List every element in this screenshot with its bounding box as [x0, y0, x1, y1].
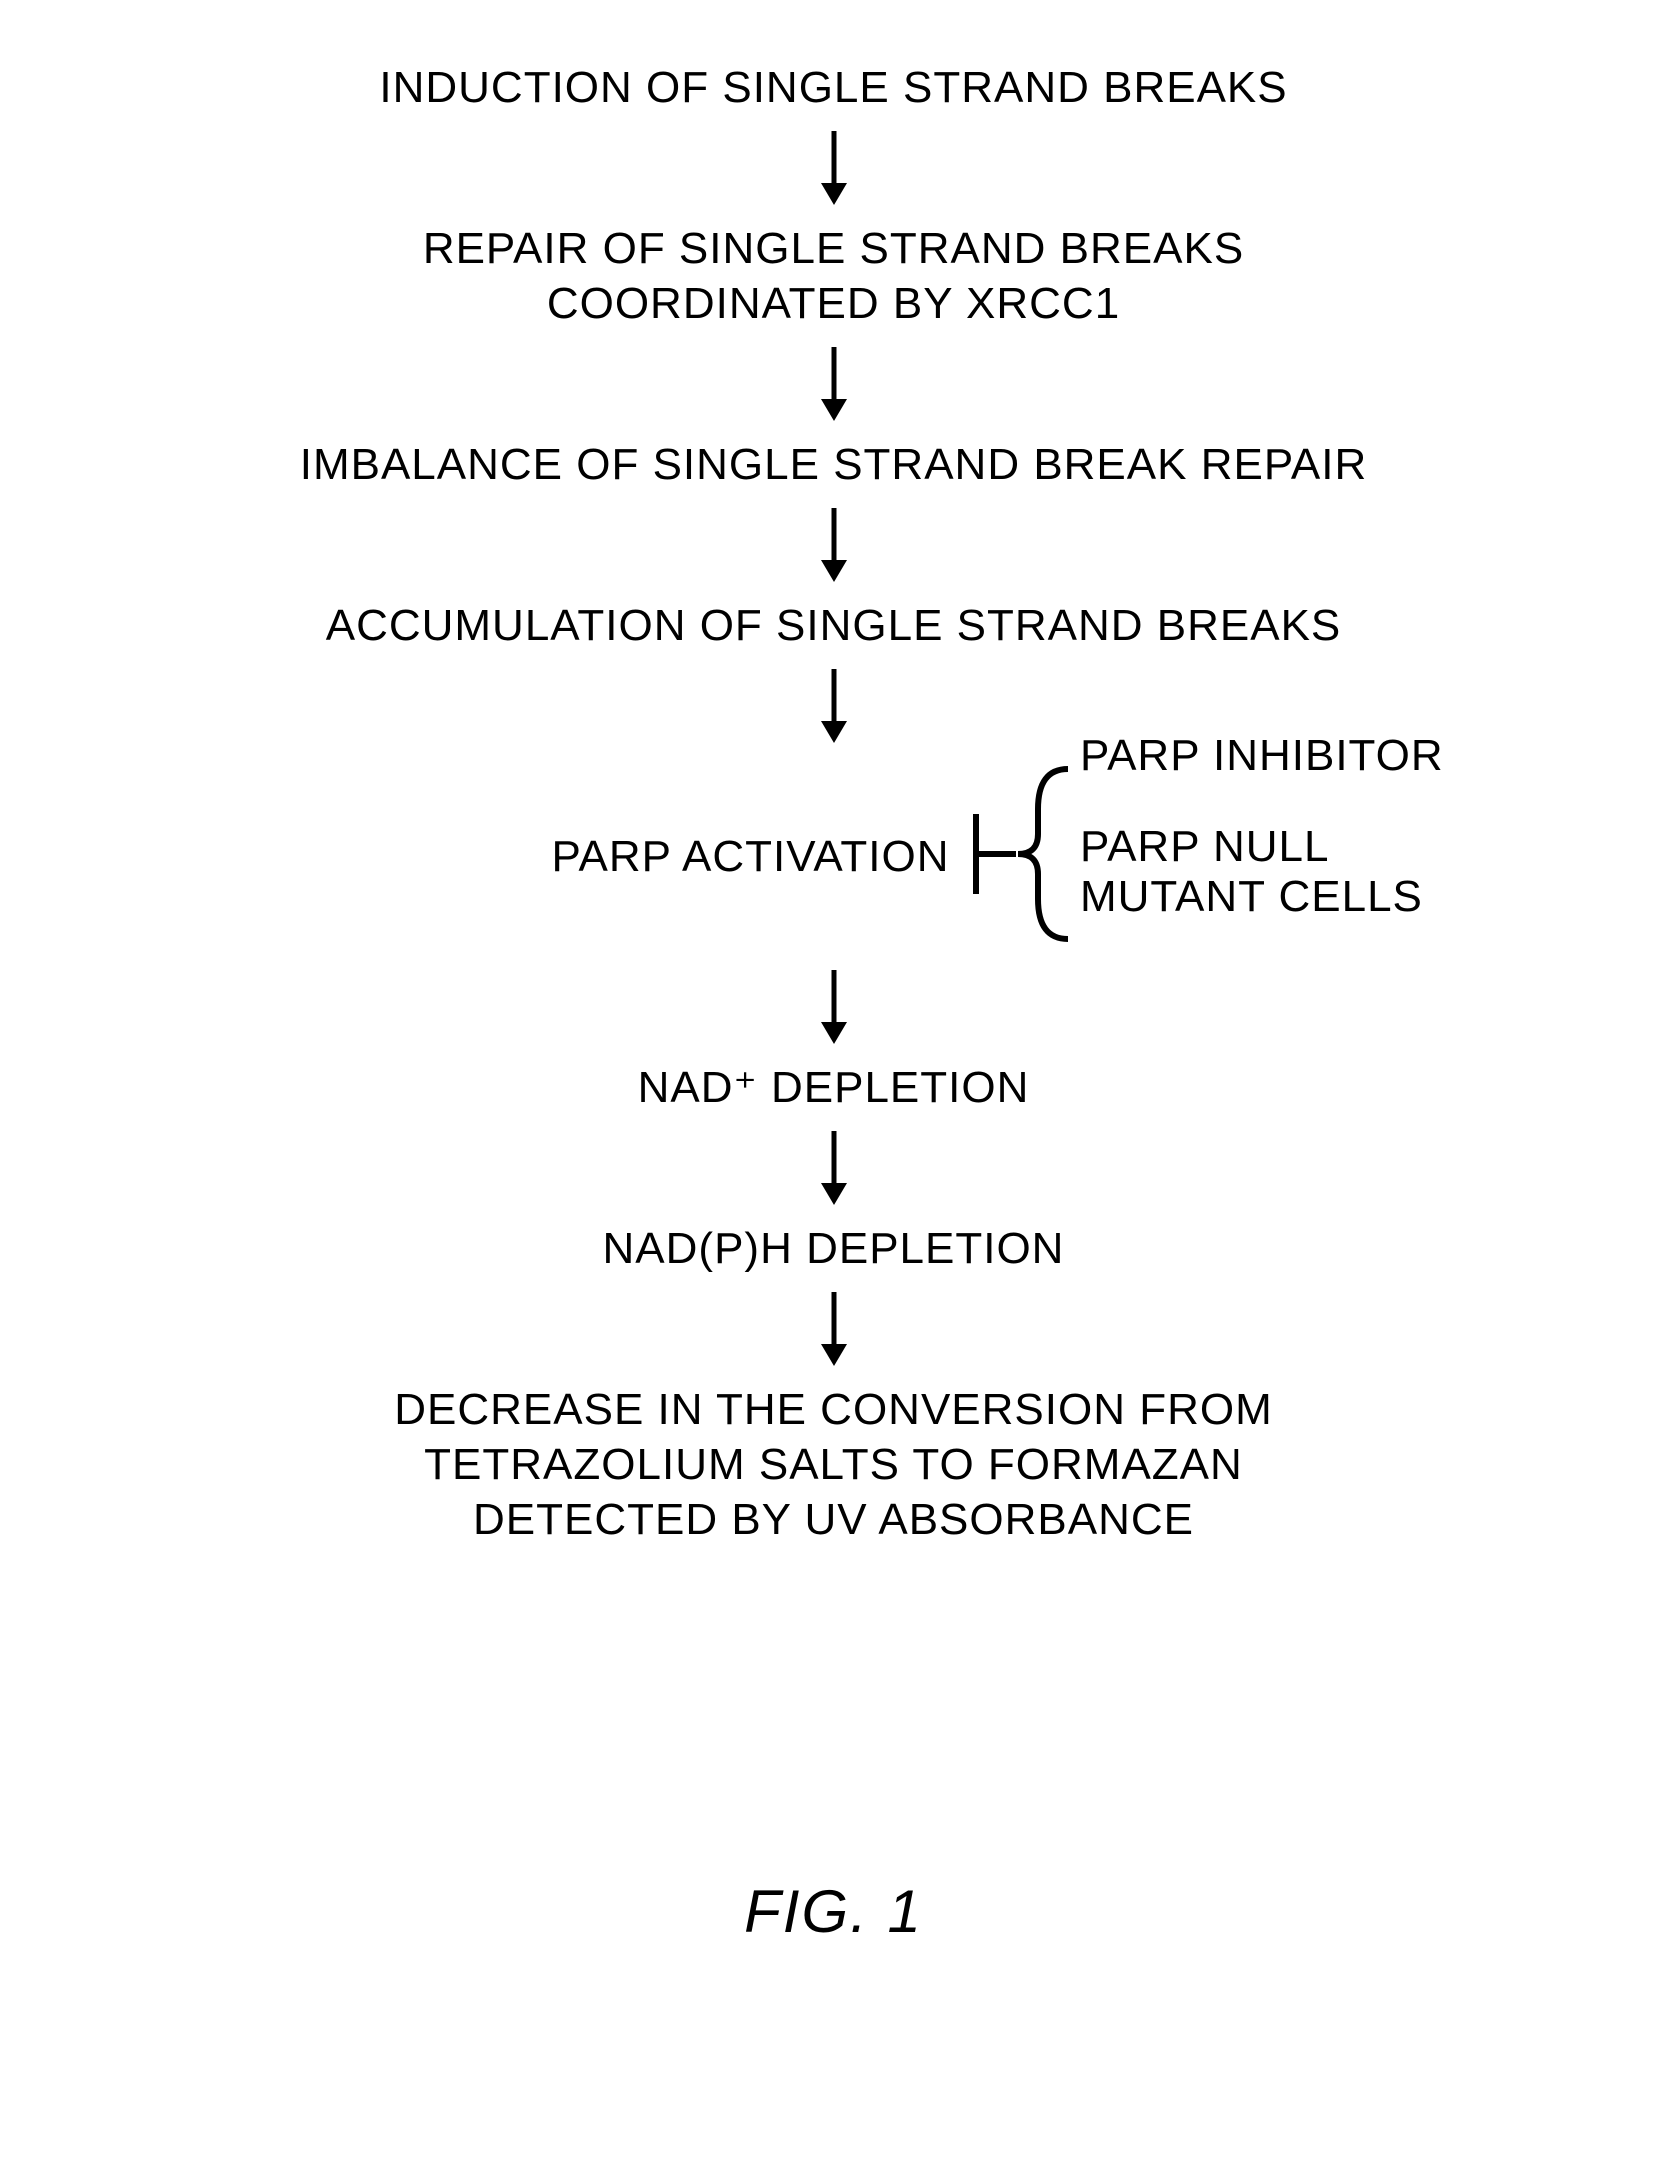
arrow-icon — [819, 968, 849, 1046]
flowchart: INDUCTION OF SINGLE STRAND BREAKS REPAIR… — [0, 60, 1667, 1547]
side-label-2: PARP NULL MUTANT CELLS — [1080, 822, 1444, 923]
caption-text: FIG. 1 — [744, 1878, 923, 1945]
arrow-icon — [819, 506, 849, 584]
step-8: DECREASE IN THE CONVERSION FROM TETRAZOL… — [394, 1382, 1273, 1547]
parp-activation-row: PARP ACTIVATION PARP INHIBITOR PARP NULL… — [0, 759, 1667, 954]
step-1: INDUCTION OF SINGLE STRAND BREAKS — [379, 60, 1287, 115]
side-branch: PARP INHIBITOR PARP NULL MUTANT CELLS — [1080, 731, 1444, 923]
step-5: PARP ACTIVATION — [551, 829, 949, 884]
arrow-icon — [819, 1129, 849, 1207]
step-7: NAD(P)H DEPLETION — [603, 1221, 1065, 1276]
side-label-1: PARP INHIBITOR — [1080, 731, 1444, 782]
figure-caption: FIG. 1 — [0, 1877, 1667, 1946]
step-4: ACCUMULATION OF SINGLE STRAND BREAKS — [326, 598, 1342, 653]
step-2: REPAIR OF SINGLE STRAND BREAKS COORDINAT… — [423, 221, 1244, 331]
arrow-icon — [819, 129, 849, 207]
page: INDUCTION OF SINGLE STRAND BREAKS REPAIR… — [0, 0, 1667, 2166]
arrow-icon — [819, 1290, 849, 1368]
step-3: IMBALANCE OF SINGLE STRAND BREAK REPAIR — [300, 437, 1368, 492]
step-6: NAD⁺ DEPLETION — [638, 1060, 1030, 1115]
arrow-icon — [819, 667, 849, 745]
arrow-icon — [819, 345, 849, 423]
inhibition-brace-icon — [968, 759, 1098, 954]
